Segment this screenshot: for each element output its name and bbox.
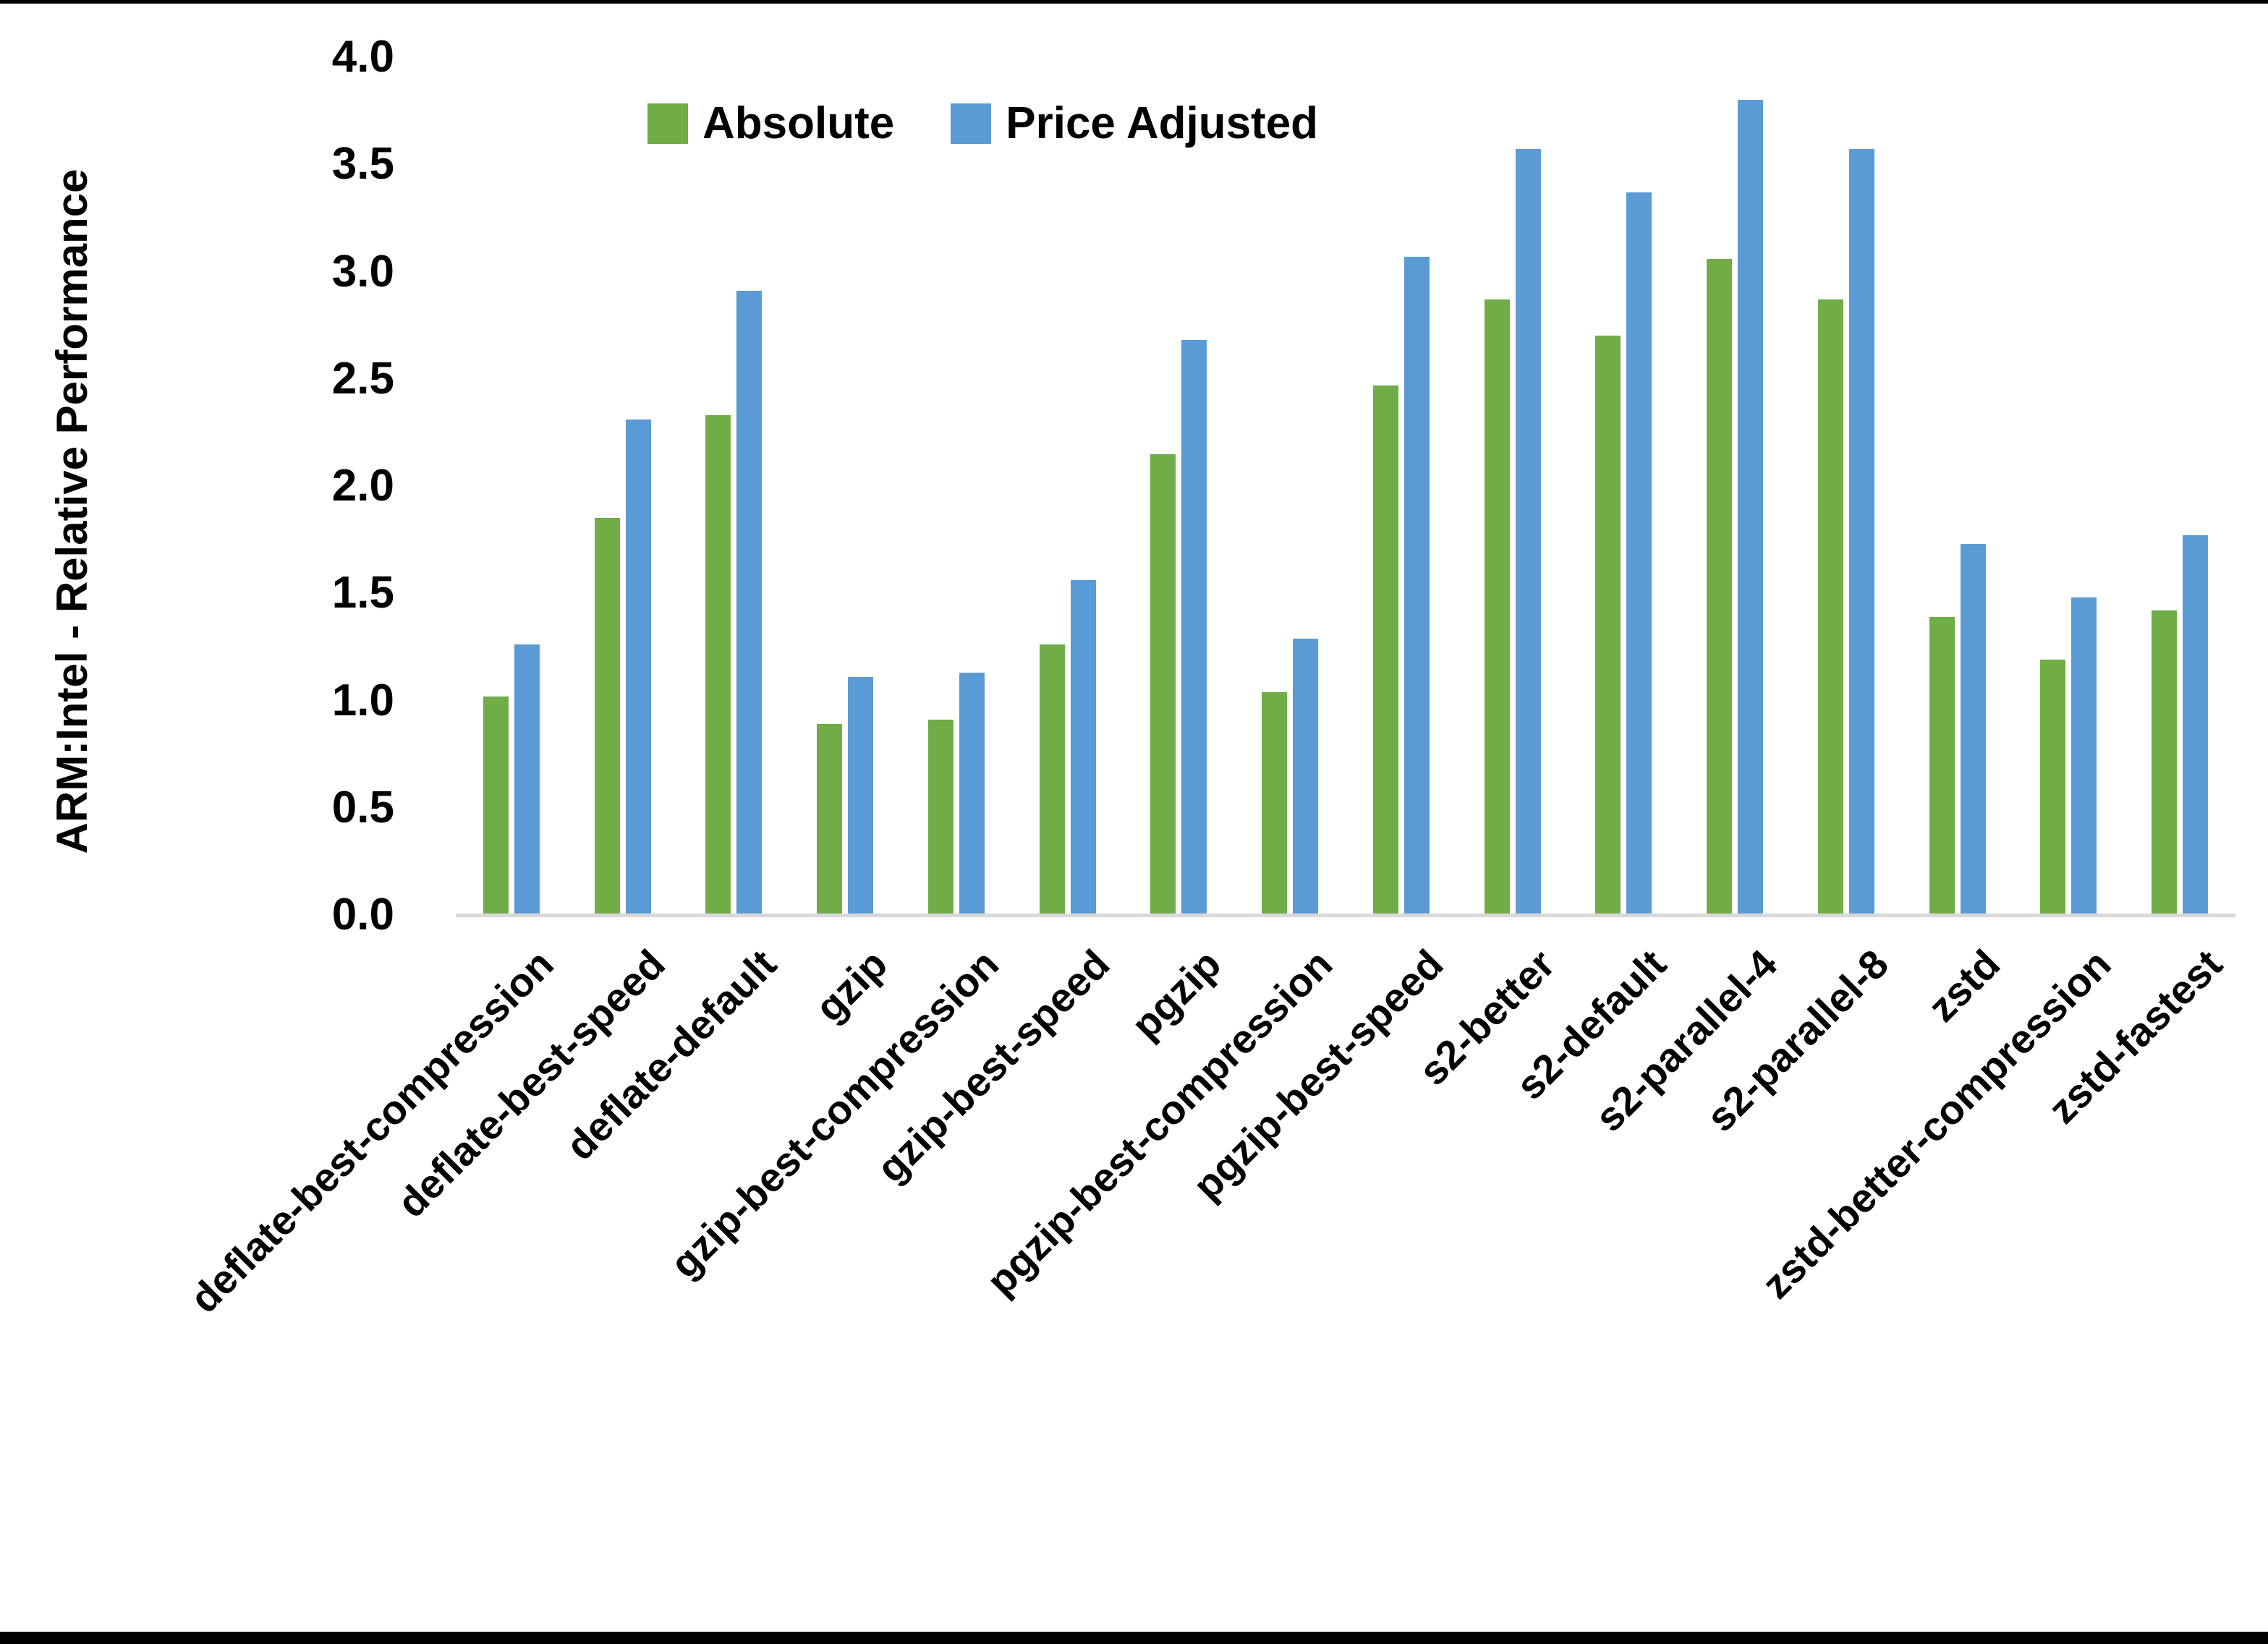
legend-label-price-adjusted: Price Adjusted [1006, 98, 1319, 148]
category-group [679, 57, 790, 915]
bar-absolute [2152, 610, 2178, 915]
bar-price-adjusted [625, 419, 651, 915]
bar-price-adjusted [848, 677, 874, 915]
y-tick-label: 4.0 [331, 32, 394, 82]
bar-price-adjusted [736, 291, 763, 915]
y-tick-label: 2.0 [331, 461, 394, 511]
bar-absolute [1372, 386, 1398, 915]
category-group [1902, 57, 2013, 915]
bar-absolute [1929, 617, 1955, 915]
bar-price-adjusted [2071, 597, 2097, 915]
legend-swatch-absolute [647, 103, 688, 144]
category-group [2124, 57, 2235, 915]
bar-price-adjusted [1293, 639, 1319, 915]
bar-absolute [705, 415, 731, 915]
legend-swatch-price-adjusted [951, 103, 992, 144]
bar-absolute [1595, 336, 1621, 915]
bar-price-adjusted [1848, 149, 1874, 915]
legend: Absolute Price Adjusted [647, 98, 1318, 149]
bar-absolute [817, 724, 843, 915]
bar-absolute [1707, 259, 1733, 915]
y-axis-title: ARM:Intel - Relative Performance [48, 169, 96, 854]
bar-absolute [594, 518, 620, 915]
category-group [1457, 57, 1568, 915]
bar-price-adjusted [514, 644, 540, 915]
bar-price-adjusted [2183, 535, 2209, 915]
plot-area [456, 57, 2235, 915]
bar-absolute [1039, 644, 1065, 915]
category-group [2013, 57, 2125, 915]
bar-absolute [1150, 454, 1176, 915]
category-group [1012, 57, 1124, 915]
legend-label-absolute: Absolute [702, 98, 895, 148]
y-tick-label: 1.5 [331, 568, 394, 618]
bottom-border [0, 1632, 2268, 1644]
category-group [1124, 57, 1235, 915]
bar-price-adjusted [1515, 149, 1541, 915]
y-tick-label: 3.5 [331, 139, 394, 189]
x-category-label: zstd-fastest [2039, 940, 2231, 1133]
x-axis-line [456, 913, 2235, 917]
bar-price-adjusted [1070, 580, 1096, 915]
category-group [1568, 57, 1680, 915]
category-group [567, 57, 679, 915]
bar-price-adjusted [1403, 257, 1430, 915]
y-tick-label: 1.0 [331, 675, 394, 725]
bar-absolute [483, 697, 509, 915]
category-group [1346, 57, 1457, 915]
bar-absolute [927, 720, 954, 915]
y-tick-label: 0.5 [331, 782, 394, 832]
category-group [789, 57, 901, 915]
category-group [1679, 57, 1791, 915]
bar-absolute [2040, 660, 2066, 915]
bar-price-adjusted [959, 673, 985, 915]
bar-price-adjusted [1626, 192, 1652, 915]
legend-item-price-adjusted: Price Adjusted [951, 98, 1318, 149]
y-tick-label: 0.0 [331, 890, 394, 940]
bar-absolute [1484, 299, 1510, 915]
y-tick-label: 3.0 [331, 246, 394, 297]
bar-price-adjusted [1181, 340, 1207, 915]
top-border [0, 0, 2268, 4]
bar-absolute [1817, 299, 1843, 915]
bar-price-adjusted [1960, 544, 1986, 915]
category-group [1791, 57, 1902, 915]
bar-absolute [1262, 692, 1288, 915]
category-group [1234, 57, 1346, 915]
y-tick-label: 2.5 [331, 353, 394, 404]
category-group [901, 57, 1012, 915]
category-group [456, 57, 567, 915]
legend-item-absolute: Absolute [647, 98, 894, 149]
bar-price-adjusted [1738, 100, 1764, 915]
